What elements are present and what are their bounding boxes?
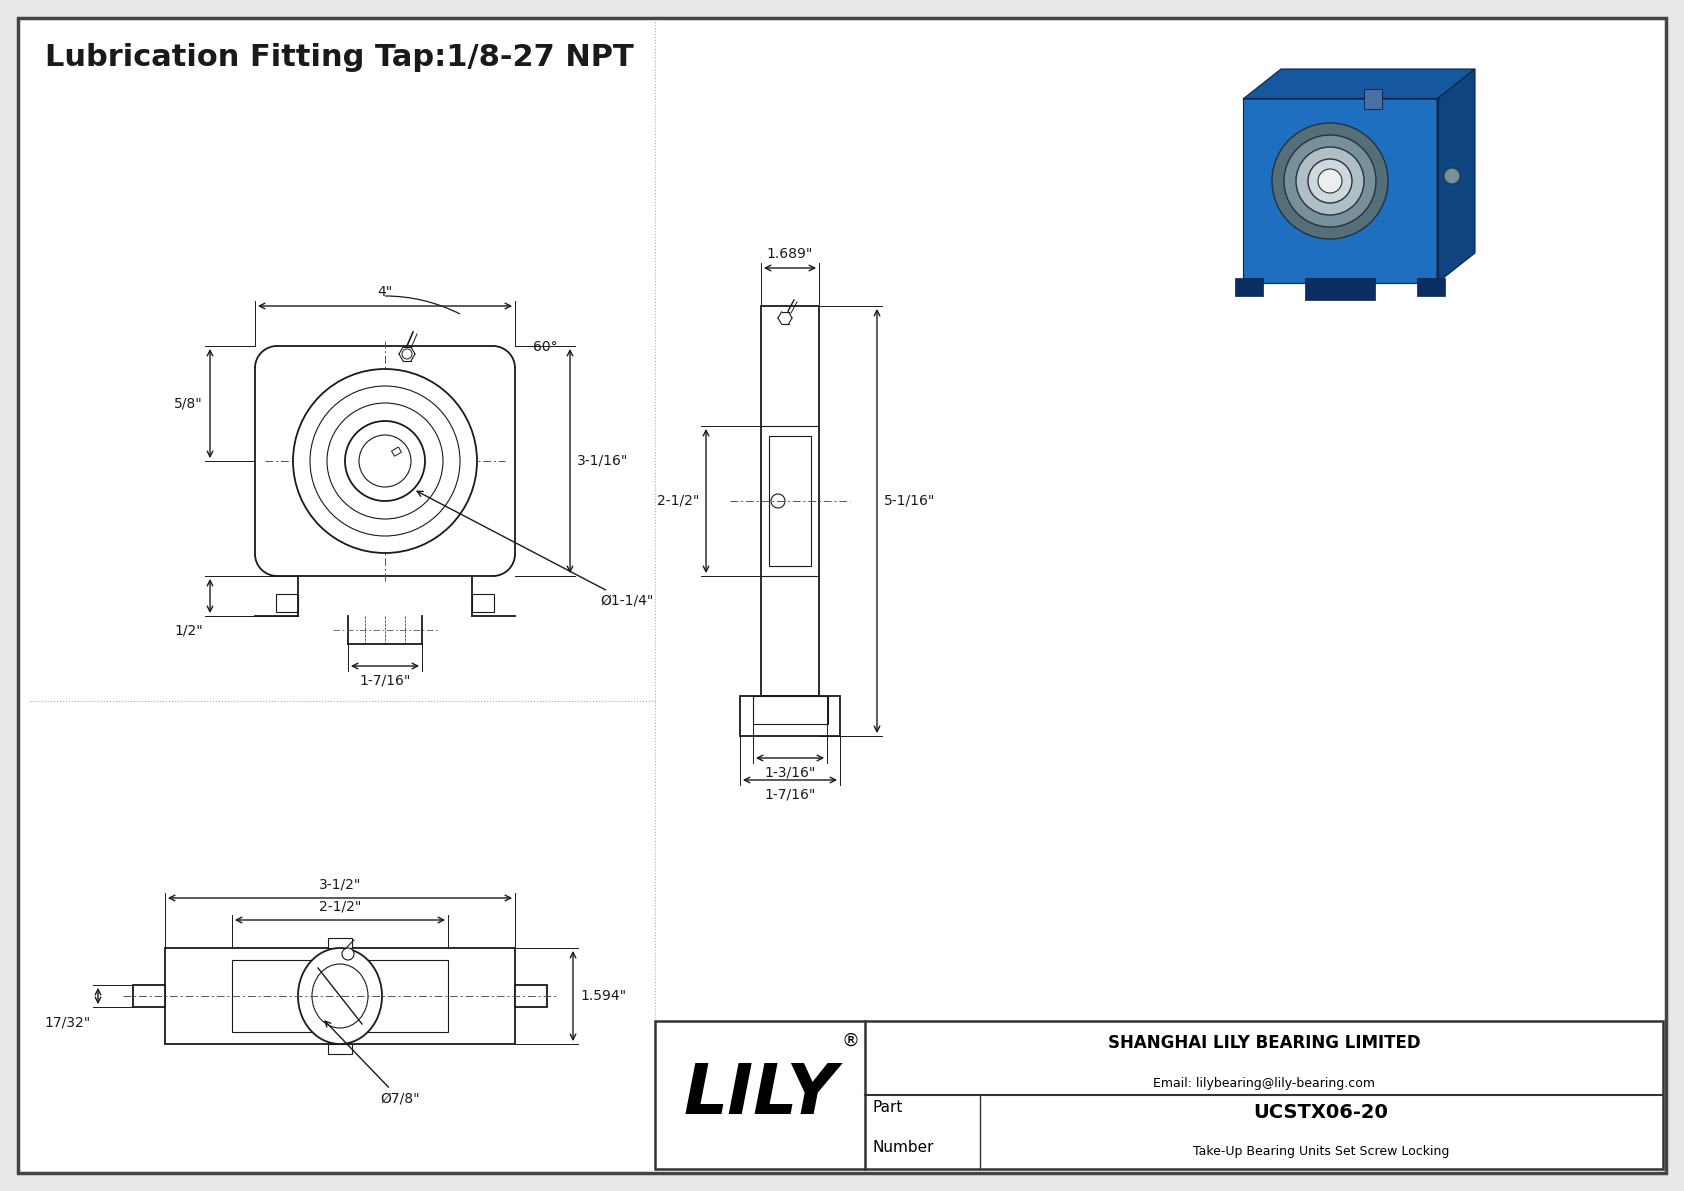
Text: 1-7/16": 1-7/16"	[359, 673, 411, 687]
Text: 2-1/2": 2-1/2"	[657, 494, 699, 509]
Text: Number: Number	[872, 1140, 935, 1154]
Text: SHANGHAI LILY BEARING LIMITED: SHANGHAI LILY BEARING LIMITED	[1108, 1034, 1420, 1052]
Text: 1-7/16": 1-7/16"	[765, 787, 815, 802]
Text: Part: Part	[872, 1099, 903, 1115]
Text: 17/32": 17/32"	[45, 1015, 91, 1029]
Bar	[133, 985, 165, 1008]
Text: 4": 4"	[377, 285, 392, 299]
Circle shape	[1319, 169, 1342, 193]
Bar	[1416, 278, 1445, 297]
Text: Email: lilybearing@lily-bearing.com: Email: lilybearing@lily-bearing.com	[1154, 1077, 1376, 1090]
Bar	[761, 306, 818, 696]
Text: 2-1/2": 2-1/2"	[318, 899, 360, 913]
Bar	[391, 447, 401, 456]
Circle shape	[1297, 146, 1364, 216]
Bar	[328, 939, 352, 948]
Text: UCSTX06-20: UCSTX06-20	[1253, 1104, 1388, 1122]
Circle shape	[1308, 160, 1352, 202]
Circle shape	[342, 948, 354, 960]
Circle shape	[1283, 135, 1376, 227]
Bar	[472, 594, 493, 612]
Polygon shape	[1243, 69, 1475, 99]
Text: 3-1/2": 3-1/2"	[318, 877, 360, 891]
Text: 60°: 60°	[534, 339, 557, 354]
Circle shape	[402, 349, 413, 358]
Bar	[515, 985, 547, 1008]
Text: 1/2": 1/2"	[173, 624, 204, 638]
Bar	[1234, 278, 1263, 297]
Circle shape	[1271, 123, 1388, 239]
Circle shape	[359, 435, 411, 487]
Circle shape	[327, 403, 443, 519]
Bar	[655, 1021, 1664, 1170]
Bar	[1364, 89, 1383, 110]
Polygon shape	[1436, 69, 1475, 283]
Circle shape	[771, 494, 785, 509]
Text: 5/8": 5/8"	[173, 397, 204, 411]
Bar	[1243, 98, 1438, 283]
Text: Ø7/8": Ø7/8"	[325, 1021, 419, 1106]
Text: Take-Up Bearing Units Set Screw Locking: Take-Up Bearing Units Set Screw Locking	[1192, 1145, 1450, 1158]
Bar	[770, 436, 812, 566]
Bar	[1243, 98, 1438, 283]
Ellipse shape	[298, 948, 382, 1045]
Bar	[1305, 278, 1376, 300]
Text: 1-3/16": 1-3/16"	[765, 765, 815, 779]
Bar	[232, 960, 448, 1031]
Circle shape	[293, 369, 477, 553]
Bar	[739, 696, 840, 736]
Bar	[328, 1045, 352, 1054]
Text: 3-1/16": 3-1/16"	[578, 454, 628, 468]
Text: 1.594": 1.594"	[579, 989, 626, 1003]
Text: LILY: LILY	[684, 1061, 837, 1129]
Circle shape	[1443, 168, 1460, 183]
Ellipse shape	[312, 964, 369, 1028]
Bar	[276, 594, 298, 612]
Text: 5-1/16": 5-1/16"	[884, 494, 935, 509]
Text: Ø1-1/4": Ø1-1/4"	[418, 492, 653, 607]
Bar	[165, 948, 515, 1045]
Text: Lubrication Fitting Tap:1/8-27 NPT: Lubrication Fitting Tap:1/8-27 NPT	[45, 43, 633, 71]
Circle shape	[310, 386, 460, 536]
Bar	[753, 696, 829, 724]
Text: ®: ®	[840, 1031, 859, 1050]
Circle shape	[345, 420, 424, 501]
Text: 1.689": 1.689"	[766, 247, 813, 261]
